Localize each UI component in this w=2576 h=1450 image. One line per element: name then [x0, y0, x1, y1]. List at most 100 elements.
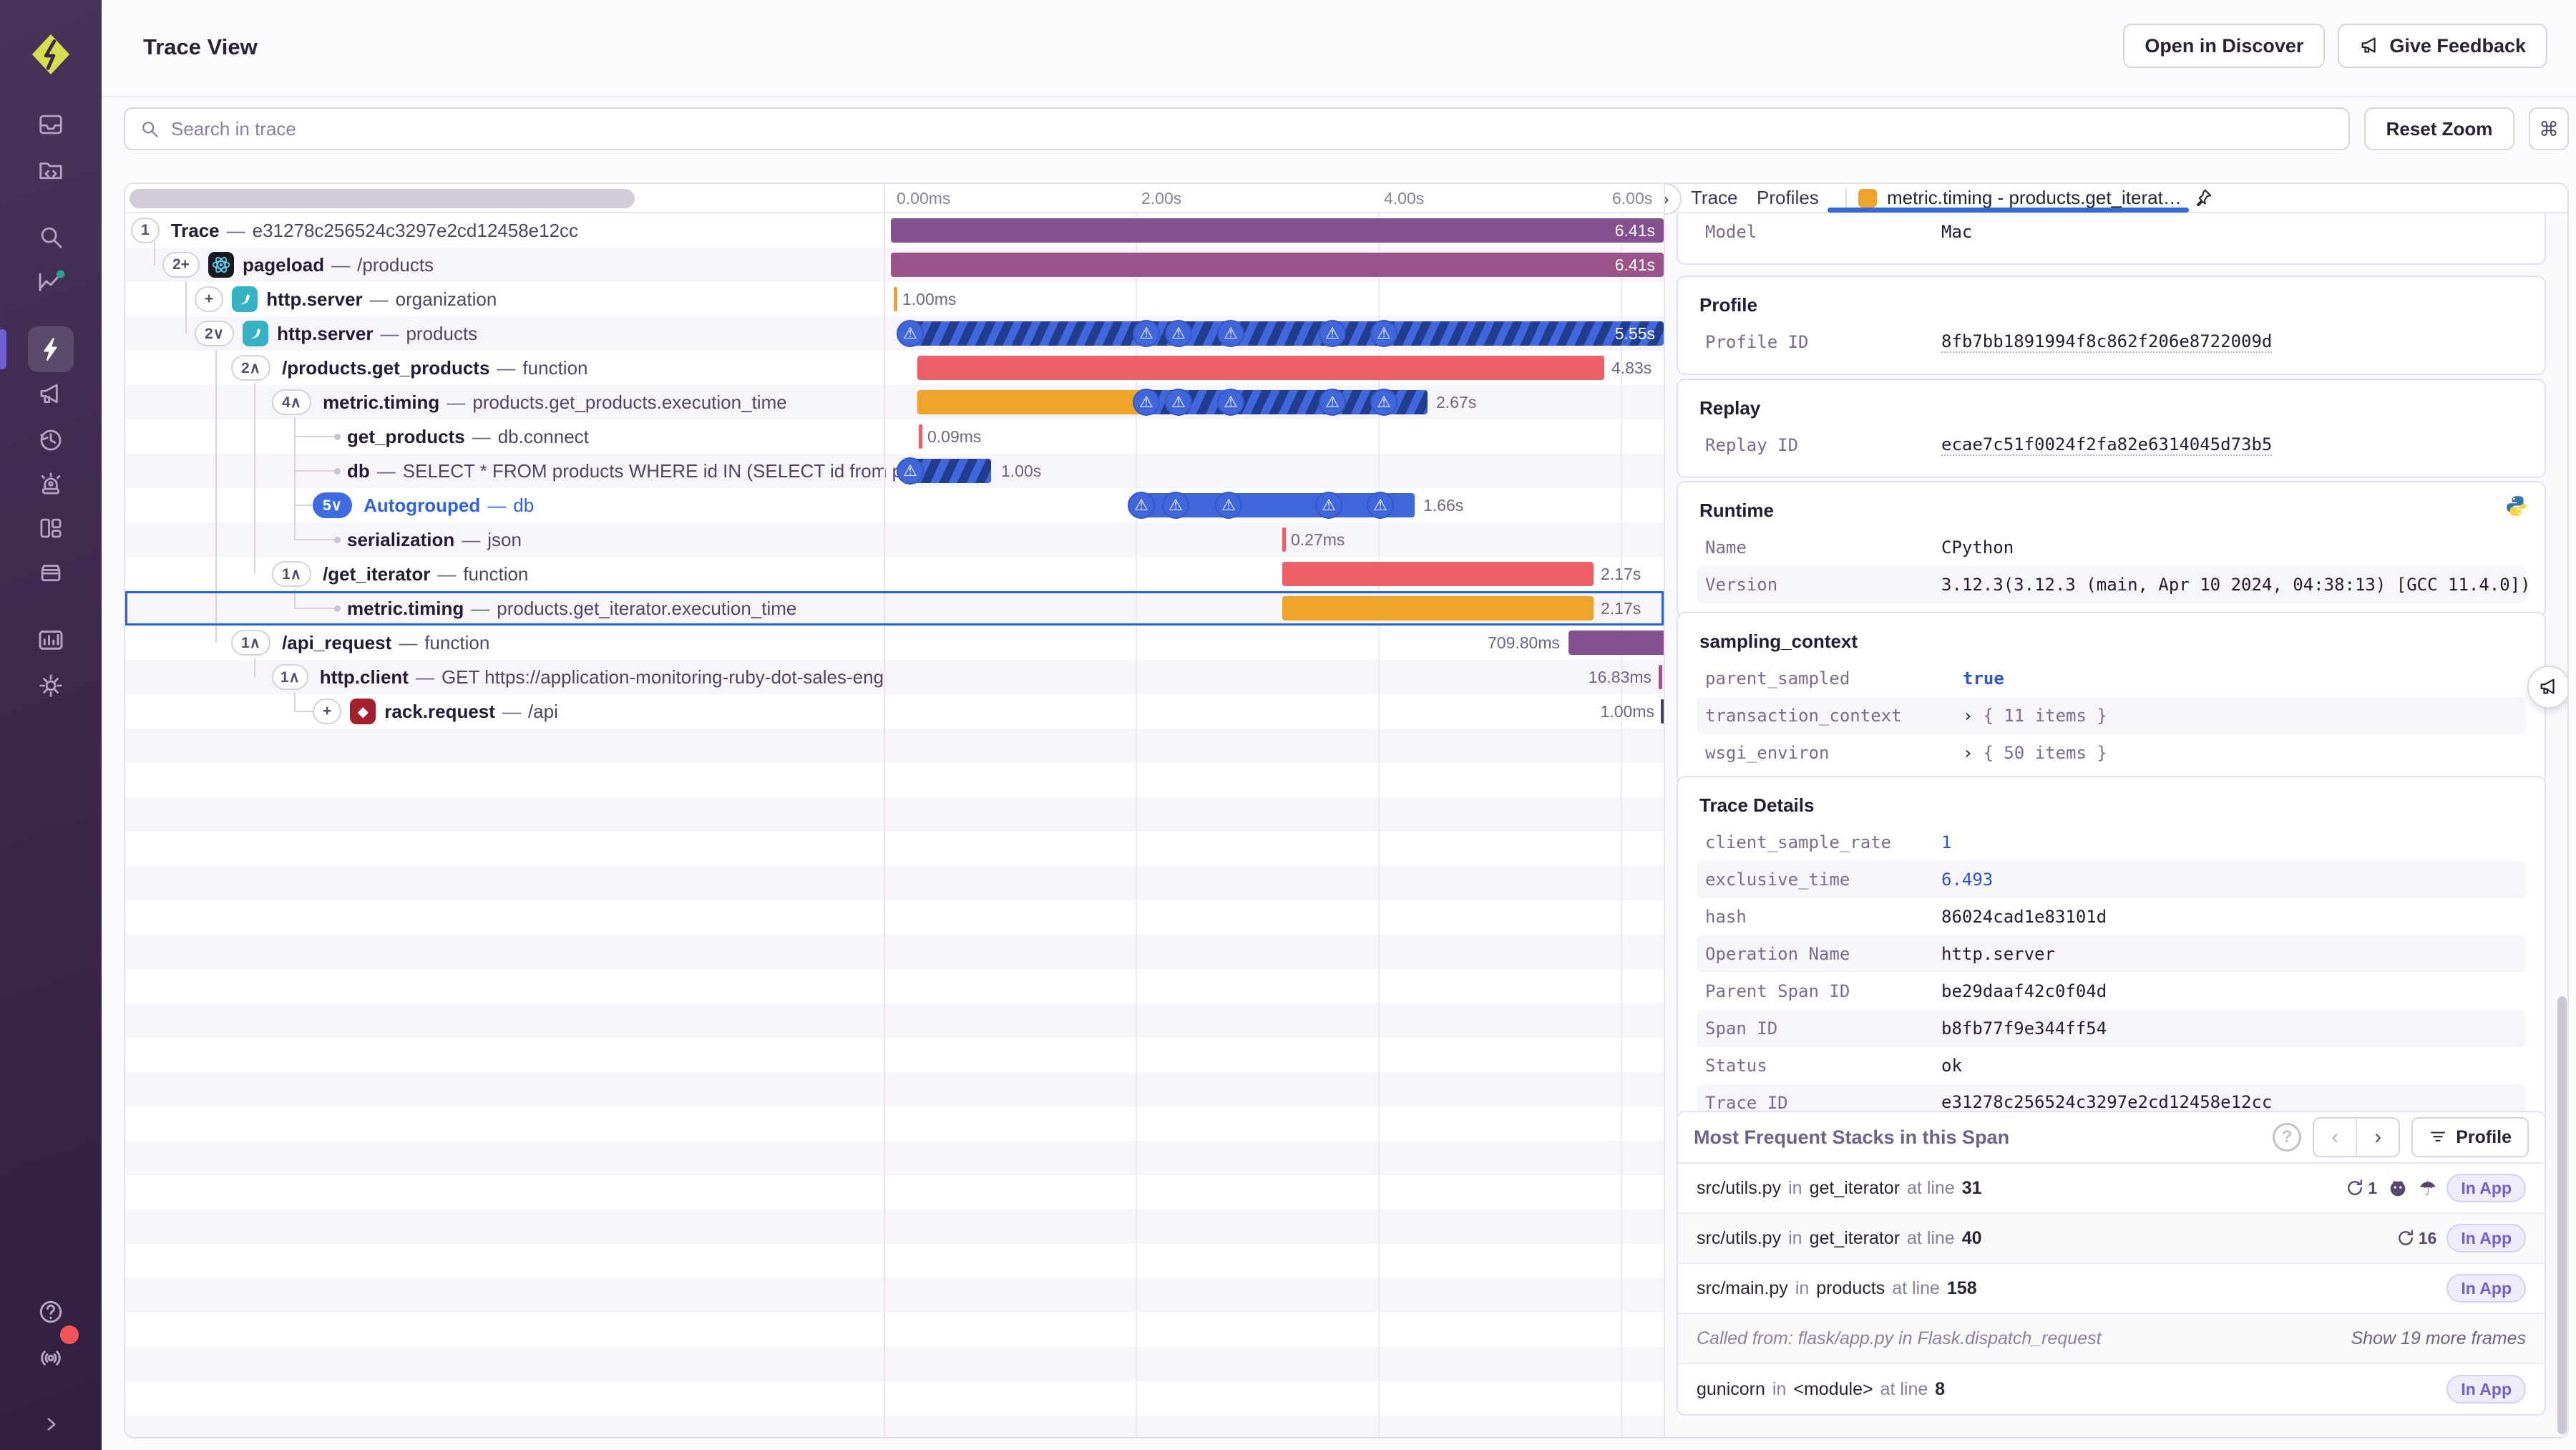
error-badge-icon[interactable]: ⚠	[1217, 389, 1244, 416]
error-badge-icon[interactable]: ⚠	[897, 320, 924, 347]
trace-id-link[interactable]: e31278c256524c3297e2cd12458e12cc	[1941, 1092, 2273, 1114]
show-more-frames-link[interactable]: Show 19 more frames	[2351, 1328, 2526, 1348]
span-row-get-iterator-function[interactable]: 1∧ /get_iterator — function	[125, 557, 884, 591]
sentry-logo[interactable]	[0, 29, 102, 80]
sidebar-item-alerts[interactable]	[0, 461, 102, 507]
error-badge-icon[interactable]: ⚠	[1133, 320, 1160, 347]
span-bar-http-server-products[interactable]: 5.55s	[905, 321, 1664, 346]
tree-waterfall-divider[interactable]	[884, 184, 885, 1437]
span-row-serialization-json[interactable]: serialization — json	[347, 528, 522, 550]
span-row-get-products-db-connect[interactable]: get_products — db.connect	[347, 425, 589, 447]
sidebar-item-stats[interactable]	[0, 618, 102, 663]
span-tick-serialization[interactable]	[1282, 527, 1286, 552]
error-badge-icon[interactable]: ⚠	[1165, 320, 1192, 347]
sidebar-collapse-toggle[interactable]	[0, 1401, 102, 1447]
error-badge-icon[interactable]: ⚠	[1367, 492, 1394, 519]
stack-called-from-row[interactable]: Called from: flask/app.py in Flask.dispa…	[1678, 1314, 2545, 1364]
error-badge-icon[interactable]: ⚠	[897, 457, 924, 485]
autogroup-badge[interactable]: 5∨	[313, 492, 353, 518]
sidebar-item-insights[interactable]	[0, 258, 102, 304]
expand-badge[interactable]: +	[195, 286, 224, 312]
span-count-badge[interactable]: 4∧	[272, 389, 312, 415]
span-row-pageload[interactable]: 2+ pageload — /products	[125, 248, 884, 282]
span-row-get-products-function[interactable]: 2∧ /products.get_products — function	[125, 351, 884, 385]
tab-active-span[interactable]: metric.timing - products.get_iterat…	[1858, 184, 2213, 212]
kv-row[interactable]: transaction_context ›{ 11 items }	[1697, 697, 2526, 734]
tab-profiles[interactable]: Profiles	[1757, 187, 1819, 208]
stack-frame-row[interactable]: gunicorn in <module> at line 8 In App	[1678, 1364, 2545, 1414]
span-row-metric-timing-get-products[interactable]: 4∧ metric.timing — products.get_products…	[125, 385, 884, 419]
span-tick-http-client[interactable]	[1659, 665, 1662, 689]
error-badge-icon[interactable]: ⚠	[1370, 389, 1397, 416]
error-badge-icon[interactable]: ⚠	[1319, 320, 1346, 347]
sidebar-item-performance[interactable]	[0, 326, 102, 372]
pin-icon[interactable]	[2192, 188, 2213, 209]
sidebar-item-whats-new[interactable]	[0, 1333, 102, 1379]
minimap-scrollbar-thumb[interactable]	[130, 189, 635, 208]
error-badge-icon[interactable]: ⚠	[1217, 320, 1244, 347]
github-icon[interactable]	[2387, 1177, 2409, 1199]
search-input[interactable]	[170, 117, 2334, 141]
error-badge-icon[interactable]: ⚠	[1319, 389, 1346, 416]
tab-trace[interactable]: Trace	[1691, 187, 1738, 208]
span-row-db-select[interactable]: db — SELECT * FROM products WHERE id IN …	[347, 459, 950, 482]
help-icon[interactable]: ?	[2273, 1123, 2302, 1152]
sidebar-item-search[interactable]	[0, 214, 102, 260]
span-row-api-request-function[interactable]: 1∧ /api_request — function	[125, 626, 884, 660]
sidebar-item-discover[interactable]	[0, 550, 102, 595]
span-count-badge[interactable]: 1∧	[272, 561, 312, 587]
span-row-trace[interactable]: 1 Trace — e31278c256524c3297e2cd12458e12…	[125, 213, 884, 248]
floating-feedback-button[interactable]	[2527, 666, 2567, 709]
expand-badge[interactable]: +	[313, 699, 342, 724]
reset-zoom-button[interactable]: Reset Zoom	[2364, 107, 2514, 150]
next-page-button[interactable]: ›	[2374, 1125, 2382, 1149]
kv-row[interactable]: wsgi_environ ›{ 50 items }	[1705, 743, 2107, 763]
sidebar-item-help[interactable]	[0, 1289, 102, 1335]
span-count-badge[interactable]: 1∧	[231, 630, 271, 656]
error-badge-icon[interactable]: ⚠	[1133, 389, 1160, 416]
profile-id-link[interactable]: 8fb7bb1891994f8c862f206e8722009d	[1941, 331, 2273, 353]
span-row-rack-request[interactable]: + ◆ rack.request — /api	[125, 694, 884, 729]
detail-scrollbar-thumb[interactable]	[2557, 996, 2567, 1434]
span-count-badge[interactable]: 2∧	[231, 355, 271, 381]
sidebar-item-feedback[interactable]	[0, 371, 102, 417]
span-bar-get-iterator-function[interactable]	[1282, 562, 1594, 586]
span-bar-get-products-function[interactable]	[917, 356, 1604, 380]
replay-id-link[interactable]: ecae7c51f0024f2fa82e6314045d73b5	[1941, 434, 2273, 456]
span-count-badge[interactable]: 2∨	[195, 321, 235, 346]
span-bar-pageload[interactable]: 6.41s	[891, 253, 1664, 277]
span-row-metric-timing-get-iterator[interactable]: metric.timing — products.get_iterator.ex…	[347, 597, 797, 619]
span-row-http-client[interactable]: 1∧ http.client — GET https://application…	[125, 660, 884, 694]
prev-page-button[interactable]: ‹	[2314, 1119, 2358, 1156]
open-in-discover-button[interactable]: Open in Discover	[2123, 24, 2326, 68]
span-tick-get-products-db-connect[interactable]	[919, 424, 922, 449]
error-badge-icon[interactable]: ⚠	[1370, 320, 1397, 347]
give-feedback-button[interactable]: Give Feedback	[2338, 24, 2547, 68]
span-tick-rack-request[interactable]	[1661, 699, 1664, 724]
span-bar-api-request[interactable]	[1568, 631, 1664, 655]
sidebar-item-dashboards[interactable]	[0, 505, 102, 551]
profile-button[interactable]: Profile	[2411, 1117, 2529, 1157]
stack-frame-row[interactable]: src/utils.py in get_iterator at line 40 16…	[1678, 1214, 2545, 1264]
span-count-badge[interactable]: 1	[131, 218, 160, 243]
sidebar-item-projects[interactable]	[0, 147, 102, 193]
error-badge-icon[interactable]: ⚠	[1215, 492, 1242, 519]
span-row-http-server-organization[interactable]: + http.server — organization	[125, 282, 884, 316]
collapse-panel-chevron-icon[interactable]: ›	[1665, 184, 1682, 215]
error-badge-icon[interactable]: ⚠	[1128, 492, 1155, 519]
stack-frame-row[interactable]: src/utils.py in get_iterator at line 31 1 …	[1678, 1164, 2545, 1214]
sidebar-item-releases[interactable]	[0, 417, 102, 463]
codecov-icon[interactable]: ☂	[2419, 1177, 2437, 1200]
span-count-badge[interactable]: 1∧	[272, 664, 308, 690]
span-count-badge[interactable]: 2+	[162, 252, 200, 278]
error-badge-icon[interactable]: ⚠	[1315, 492, 1342, 519]
span-bar-metric-timing-get-iterator[interactable]	[1282, 596, 1594, 621]
span-row-http-server-products[interactable]: 2∨ http.server — products	[125, 316, 884, 351]
sidebar-item-settings[interactable]	[0, 663, 102, 709]
error-badge-icon[interactable]: ⚠	[1162, 492, 1189, 519]
command-palette-button[interactable]: ⌘	[2529, 107, 2569, 150]
span-row-autogrouped-db[interactable]: 5∨ Autogrouped — db	[125, 488, 884, 522]
error-badge-icon[interactable]: ⚠	[1165, 389, 1192, 416]
stack-frame-row[interactable]: src/main.py in products at line 158 In App	[1678, 1264, 2545, 1314]
span-bar-metric-timing-1[interactable]	[917, 390, 1144, 414]
